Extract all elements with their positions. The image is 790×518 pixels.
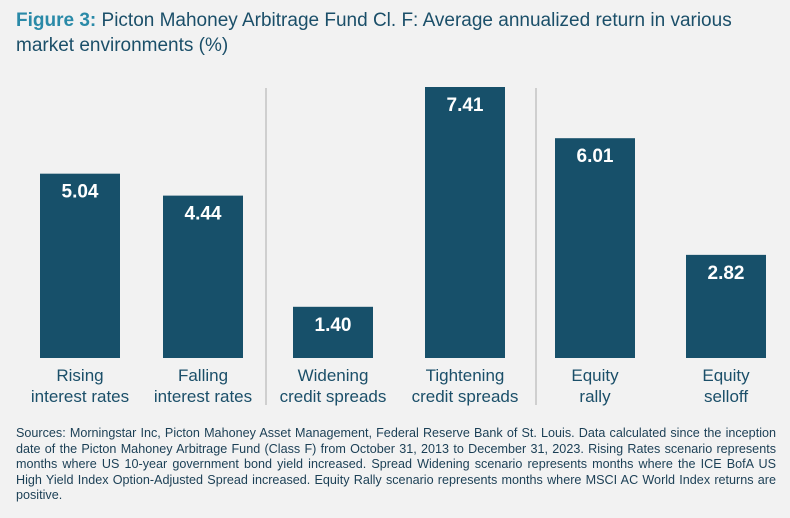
category-label-5-line-2: rally <box>579 387 611 406</box>
category-label-3-line-1: Widening <box>298 366 369 385</box>
bar-5 <box>555 138 635 358</box>
bar-value-label-3: 1.40 <box>315 315 352 336</box>
category-label-2-line-1: Falling <box>178 366 228 385</box>
category-label-5-line-1: Equity <box>571 366 619 385</box>
bar-chart: 5.04 Rising interest rates 4.44 Falling inter… <box>31 87 766 406</box>
sources-note: Sources: Morningstar Inc, Picton Mahoney… <box>16 426 776 503</box>
figure-title-text: Picton Mahoney Arbitrage Fund Cl. F: Ave… <box>16 10 732 56</box>
bar-4 <box>425 87 505 358</box>
category-label-4-line-1: Tightening <box>426 366 505 385</box>
bar-value-label-6: 2.82 <box>708 263 745 284</box>
category-label-6-line-2: selloff <box>704 387 748 406</box>
category-label-6-line-1: Equity <box>702 366 750 385</box>
bar-2 <box>163 195 243 358</box>
bar-6 <box>686 254 766 358</box>
bar-value-label-1: 5.04 <box>62 182 99 203</box>
bar-3 <box>293 306 373 358</box>
bar-value-label-4: 7.41 <box>447 95 484 116</box>
bar-value-label-2: 4.44 <box>185 204 222 225</box>
chart-title: Figure 3: Picton Mahoney Arbitrage Fund … <box>16 8 776 58</box>
category-label-1-line-2: interest rates <box>31 387 129 406</box>
category-label-2-line-2: interest rates <box>154 387 252 406</box>
category-label-1-line-1: Rising <box>56 366 103 385</box>
bar-value-label-5: 6.01 <box>577 146 614 167</box>
bar-1 <box>40 173 120 358</box>
category-label-3-line-2: credit spreads <box>280 387 387 406</box>
category-label-4-line-2: credit spreads <box>412 387 519 406</box>
figure-number: Figure 3: <box>16 10 97 31</box>
